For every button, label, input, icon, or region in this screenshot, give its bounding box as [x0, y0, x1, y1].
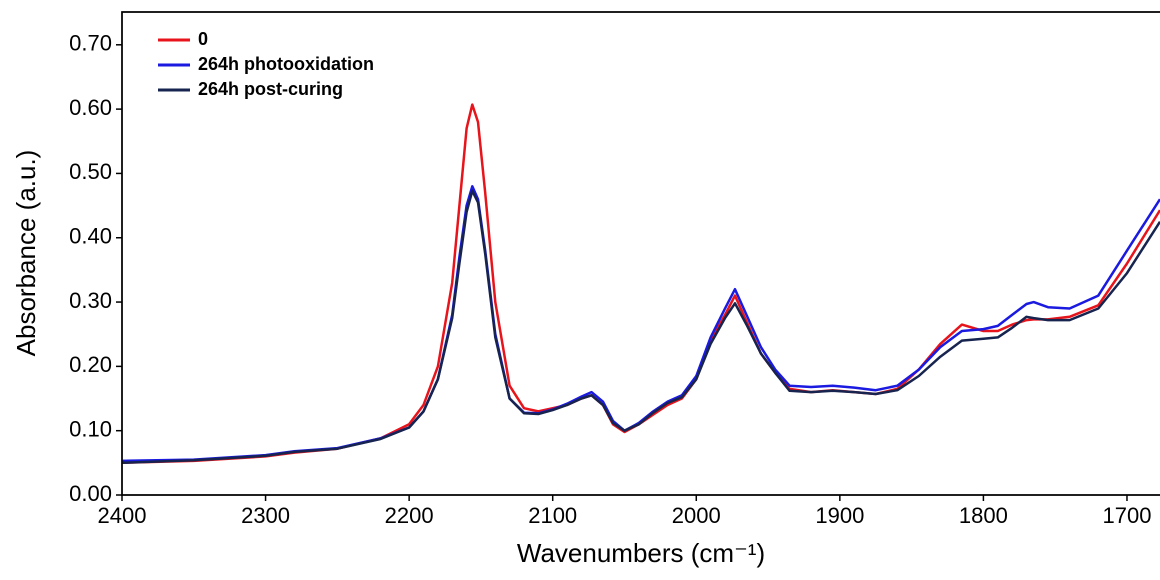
y-tick-label: 0.30 [69, 288, 112, 313]
x-tick-label: 2000 [672, 503, 721, 528]
x-tick-label: 1800 [959, 503, 1008, 528]
series-line [121, 185, 1160, 463]
x-axis-label: Wavenumbers (cm⁻¹) [517, 538, 765, 568]
x-tick-label: 1900 [815, 503, 864, 528]
y-tick-label: 0.60 [69, 95, 112, 120]
y-tick-label: 0.00 [69, 481, 112, 506]
y-tick-label: 0.70 [69, 31, 112, 56]
y-tick-label: 0.40 [69, 224, 112, 249]
x-tick-label: 2300 [241, 503, 290, 528]
legend-label: 264h photooxidation [198, 54, 374, 74]
x-tick-label: 2400 [98, 503, 147, 528]
y-tick-label: 0.10 [69, 416, 112, 441]
x-tick-label: 1700 [1103, 503, 1152, 528]
x-tick-label: 2200 [385, 503, 434, 528]
plot-edge [121, 11, 1160, 496]
legend-label: 0 [198, 29, 208, 49]
legend-label: 264h post-curing [198, 79, 343, 99]
y-tick-label: 0.50 [69, 159, 112, 184]
series-line [121, 103, 1160, 465]
y-tick-label: 0.20 [69, 352, 112, 377]
series-line [121, 189, 1160, 465]
y-axis-label: Absorbance (a.u.) [11, 150, 41, 357]
x-tick-label: 2100 [528, 503, 577, 528]
